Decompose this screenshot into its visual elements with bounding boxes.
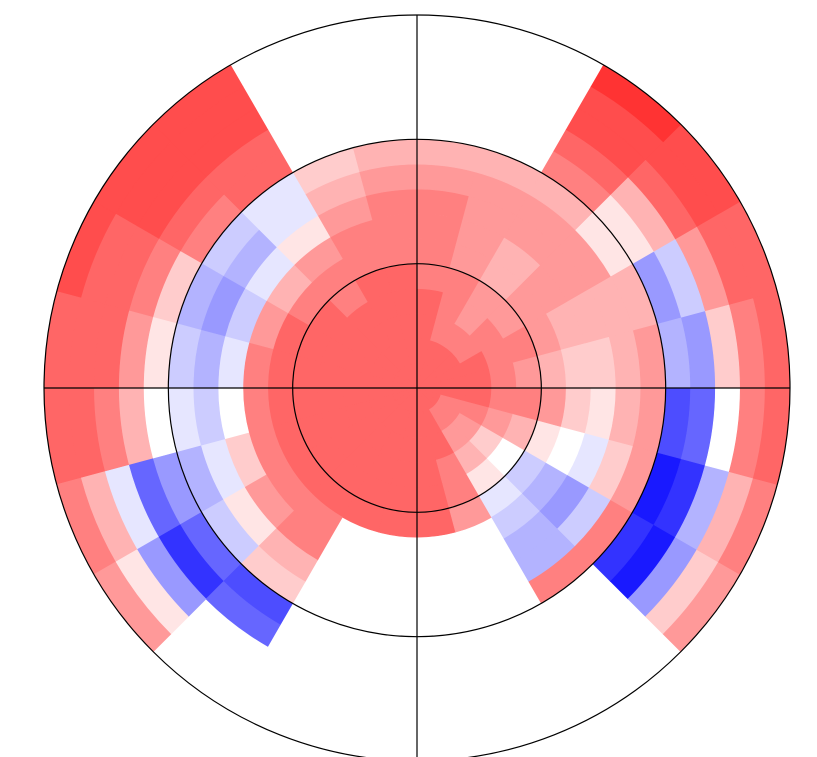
- heat-cell: [205, 580, 281, 647]
